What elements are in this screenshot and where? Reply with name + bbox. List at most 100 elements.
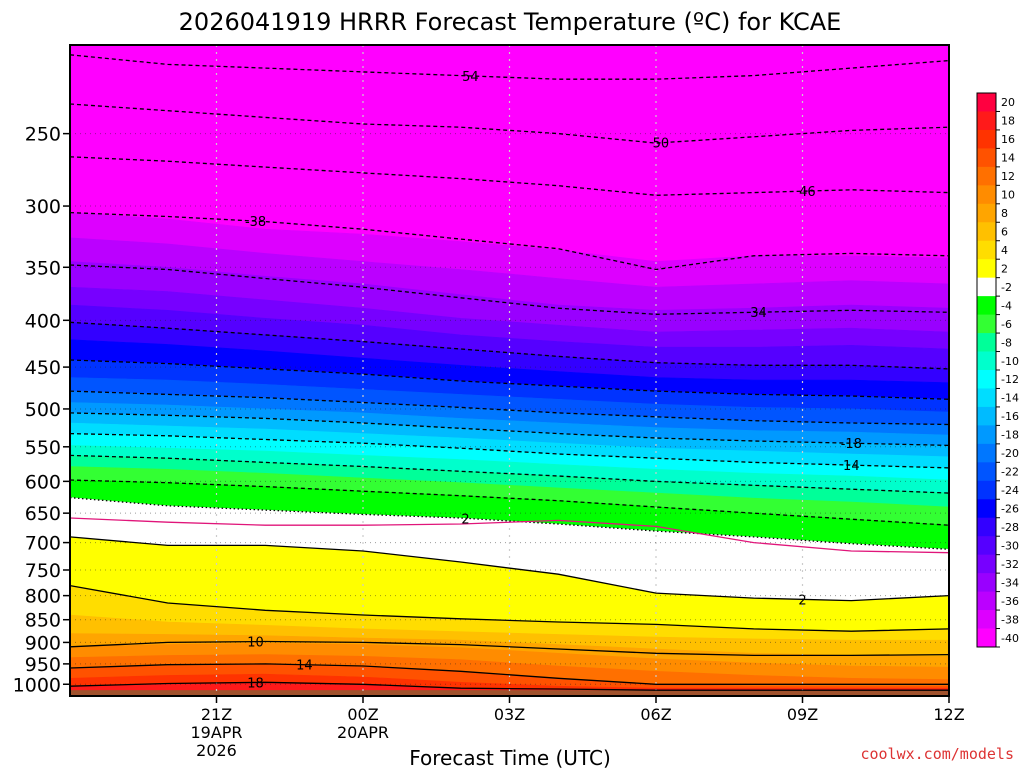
- contour-label--18: 18: [247, 676, 264, 691]
- ytick-label-850: 850: [25, 610, 61, 632]
- colorbar-swatch-18: [977, 111, 996, 131]
- ytick-label-300: 300: [25, 196, 61, 218]
- colorbar-label--34: -34: [1001, 576, 1019, 589]
- contour--18: [70, 681, 949, 691]
- colorbar-swatch--8: [977, 333, 996, 352]
- contour-38: [70, 211, 949, 271]
- colorbar-swatch--26: [977, 499, 996, 519]
- colorbar-label-18: 18: [1001, 115, 1015, 128]
- colorbar-swatch--24: [977, 480, 996, 500]
- colorbar-swatch--18: [977, 425, 996, 445]
- colorbar-swatch-6: [977, 222, 996, 242]
- colorbar-swatch-12: [977, 166, 996, 186]
- y-axis: 2503003504004505005506006507007508008509…: [13, 124, 70, 696]
- colorbar-label--26: -26: [1001, 503, 1019, 516]
- colorbar-label-2: 2: [1001, 262, 1008, 275]
- xtick-label-21Z: 21Z: [201, 705, 232, 724]
- colorbar-label--16: -16: [1001, 410, 1019, 423]
- colorbar-swatch-10: [977, 185, 996, 205]
- colorbar-label--38: -38: [1001, 613, 1019, 626]
- contour-label-50: 50: [653, 137, 670, 152]
- colorbar-swatch--10: [977, 351, 996, 371]
- ground-layer: [70, 690, 949, 696]
- contour-label-18: -18: [841, 437, 862, 452]
- colorbar-label-8: 8: [1001, 207, 1008, 220]
- colorbar-label-4: 4: [1001, 244, 1008, 257]
- xtick-label-00Z: 00Z: [347, 705, 378, 724]
- xtick-label-09Z: 09Z: [787, 705, 818, 724]
- contour-labels: 54 50 46 -38 34 -18 14 2 2 10 14 18: [245, 70, 862, 691]
- ytick-label-250: 250: [25, 124, 61, 146]
- colorbar-label-20: 20: [1001, 96, 1015, 109]
- contour--2: [70, 536, 949, 602]
- ytick-label-800: 800: [25, 586, 61, 608]
- colorbar-swatch--30: [977, 536, 996, 556]
- contour--6: [70, 584, 949, 632]
- x-axis-label: Forecast Time (UTC): [409, 746, 611, 768]
- ground-fill: [70, 690, 949, 696]
- colorbar-swatch--2: [977, 277, 996, 297]
- colorbar-swatch--12: [977, 370, 996, 389]
- ytick-label-500: 500: [25, 399, 61, 421]
- colorbar-swatch--28: [977, 517, 996, 537]
- colorbar-label--8: -8: [1001, 336, 1012, 349]
- contour-label-14: 14: [843, 459, 860, 474]
- colorbar-label--12: -12: [1001, 373, 1019, 386]
- xtick-date-00Z: 20APR: [337, 723, 389, 742]
- colorbar-swatch-20: [977, 93, 996, 112]
- xtick-label-12Z: 12Z: [933, 705, 964, 724]
- colorbar-label--6: -6: [1001, 318, 1012, 331]
- colorbar-swatch--40: [977, 628, 996, 648]
- colorbar-swatch-8: [977, 203, 996, 223]
- contour-label--10: 10: [247, 636, 264, 651]
- contour--10: [70, 640, 949, 657]
- credit-text: coolwx.com/models: [860, 745, 1014, 763]
- xtick-date-21Z: 19APR: [190, 723, 242, 742]
- colorbar-label--40: -40: [1001, 632, 1019, 645]
- colorbar-swatch-2: [977, 259, 996, 279]
- ytick-label-350: 350: [25, 257, 61, 279]
- contour-lines: [70, 54, 949, 691]
- colorbar-swatch--34: [977, 573, 996, 592]
- ytick-label-900: 900: [25, 632, 61, 654]
- colorbar-label-10: 10: [1001, 189, 1015, 202]
- contour-label-46: 46: [799, 185, 816, 200]
- contour-54: [70, 54, 949, 80]
- ytick-label-400: 400: [25, 310, 61, 332]
- colorbar: 20 18 16 14 12 10 8 6 4 2 -2 -4 -6 -8 -10 -12 -14 -16 -18 -…: [976, 92, 1019, 648]
- colorbar-swatch-4: [977, 240, 996, 260]
- colorbar-swatch--16: [977, 406, 996, 426]
- ytick-label-600: 600: [25, 471, 61, 493]
- contour--14: [70, 663, 949, 685]
- colorbar-label-6: 6: [1001, 226, 1008, 239]
- contour-34: [70, 264, 949, 315]
- contour-label--2: 2: [798, 593, 806, 608]
- colorbar-label--4: -4: [1001, 299, 1012, 312]
- colorbar-swatch--20: [977, 443, 996, 463]
- colorbar-swatch--6: [977, 314, 996, 334]
- colorbar-label--14: -14: [1001, 392, 1019, 405]
- colorbar-swatch--4: [977, 296, 996, 315]
- colorbar-label--20: -20: [1001, 447, 1019, 460]
- colorbar-label--22: -22: [1001, 466, 1019, 479]
- colorbar-swatch--22: [977, 462, 996, 482]
- colorbar-swatch--14: [977, 388, 996, 408]
- colorbar-label-16: 16: [1001, 133, 1015, 146]
- colorbar-label--18: -18: [1001, 429, 1019, 442]
- ytick-label-1000: 1000: [13, 674, 61, 696]
- contour-2: [70, 496, 949, 550]
- contour-label-2: 2: [461, 512, 469, 527]
- contour-label-34: 34: [750, 306, 767, 321]
- ytick-label-750: 750: [25, 560, 61, 582]
- colorbar-label--2: -2: [1001, 281, 1012, 294]
- ytick-label-650: 650: [25, 503, 61, 525]
- colorbar-label--10: -10: [1001, 355, 1019, 368]
- xtick-label-06Z: 06Z: [640, 705, 671, 724]
- colorbar-label--30: -30: [1001, 539, 1019, 552]
- contour-label-54: 54: [462, 70, 479, 85]
- contour-label-38: -38: [245, 215, 266, 230]
- contour-0: [70, 517, 949, 554]
- ytick-label-700: 700: [25, 533, 61, 555]
